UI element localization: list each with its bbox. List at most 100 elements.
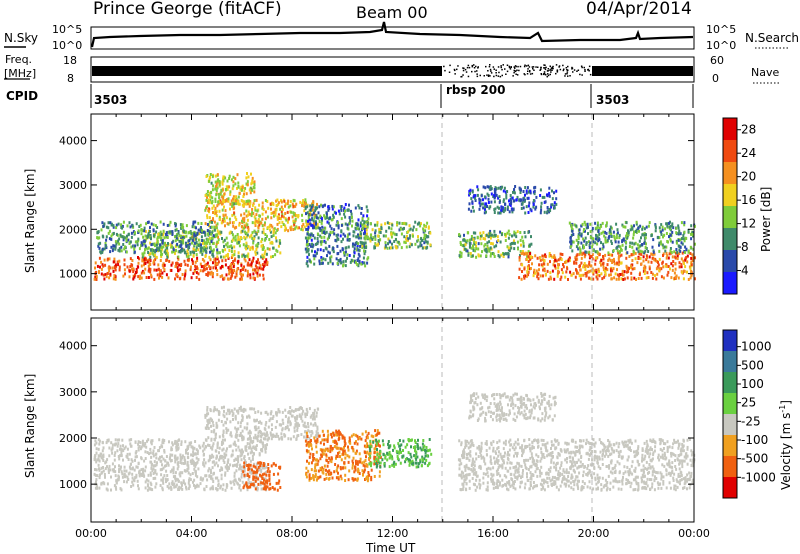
echo-cell xyxy=(245,199,248,203)
echo-cell xyxy=(225,427,228,431)
echo-cell xyxy=(302,423,305,427)
echo-cell xyxy=(498,200,501,204)
echo-cell xyxy=(222,483,225,487)
nave-point xyxy=(555,72,557,75)
echo-cell xyxy=(542,254,545,258)
echo-cell xyxy=(181,456,183,460)
echo-cell xyxy=(237,427,240,431)
echo-cell xyxy=(541,254,544,258)
echo-cell xyxy=(211,175,214,179)
echo-cell xyxy=(634,230,637,233)
echo-cell xyxy=(637,227,640,230)
echo-cell xyxy=(182,238,185,242)
echo-cell xyxy=(301,419,304,423)
echo-cell xyxy=(613,276,616,280)
echo-cell xyxy=(114,268,117,272)
echo-cell xyxy=(355,248,358,252)
echo-cell xyxy=(222,413,225,417)
colorbar-tick-label: 16 xyxy=(741,193,756,207)
echo-cell xyxy=(651,272,654,276)
echo-cell xyxy=(689,252,692,255)
echo-cell xyxy=(125,454,128,458)
echo-cell xyxy=(608,234,611,238)
echo-cell xyxy=(259,214,261,218)
echo-cell xyxy=(311,224,314,228)
echo-cell xyxy=(598,238,601,242)
echo-cell xyxy=(137,237,140,241)
echo-cell xyxy=(233,482,236,486)
echo-cell xyxy=(301,224,304,228)
echo-cell xyxy=(225,254,228,258)
echo-cell xyxy=(140,244,143,248)
nave-point xyxy=(547,73,549,75)
echo-cell xyxy=(189,473,192,477)
echo-cell xyxy=(218,412,221,416)
echo-cell xyxy=(212,442,215,446)
echo-cell xyxy=(112,260,115,264)
echo-cell xyxy=(243,235,246,239)
echo-cell xyxy=(237,409,240,413)
echo-cell xyxy=(250,261,253,265)
echo-cell xyxy=(266,443,268,447)
echo-cell xyxy=(548,191,551,195)
echo-cell xyxy=(578,231,581,235)
echo-cell xyxy=(484,248,487,252)
echo-cell xyxy=(516,240,519,244)
echo-cell xyxy=(329,216,332,220)
echo-cell xyxy=(488,249,491,253)
echo-cell xyxy=(183,277,186,281)
echo-cell xyxy=(605,224,607,228)
echo-cell xyxy=(559,277,562,281)
echo-cell xyxy=(215,461,218,465)
echo-cell xyxy=(248,263,251,267)
echo-cell xyxy=(204,194,207,197)
echo-cell xyxy=(204,208,207,212)
echo-cell xyxy=(683,230,686,234)
echo-cell xyxy=(122,230,125,234)
echo-cell xyxy=(216,251,219,255)
echo-cell xyxy=(636,261,639,265)
echo-cell xyxy=(505,193,508,197)
echo-cell xyxy=(302,199,305,203)
echo-cell xyxy=(246,488,249,492)
echo-cell xyxy=(220,477,223,481)
echo-cell xyxy=(104,241,107,245)
echo-cell xyxy=(210,486,213,490)
noise-tick-top-right: 10^5 xyxy=(706,23,736,36)
echo-cell xyxy=(153,242,156,246)
echo-cell xyxy=(232,197,234,201)
echo-cell xyxy=(115,487,118,491)
echo-cell xyxy=(182,462,185,465)
echo-cell xyxy=(105,275,108,279)
nave-point xyxy=(528,66,531,68)
echo-cell xyxy=(302,222,305,226)
echo-cell xyxy=(278,217,281,220)
echo-cell xyxy=(214,209,217,213)
echo-cell xyxy=(610,277,613,281)
echo-cell xyxy=(467,253,470,257)
echo-cell xyxy=(215,183,218,187)
echo-cell xyxy=(329,259,332,263)
echo-cell xyxy=(672,260,675,263)
echo-cell xyxy=(196,475,199,479)
echo-cell xyxy=(235,270,238,274)
echo-cell xyxy=(690,256,693,260)
echo-cell xyxy=(166,246,169,250)
echo-cell xyxy=(490,200,493,204)
echo-cell xyxy=(256,274,259,278)
echo-cell xyxy=(224,263,227,267)
echo-cell xyxy=(262,277,265,281)
echo-cell xyxy=(390,235,393,239)
echo-cell xyxy=(675,239,678,243)
echo-cell xyxy=(333,228,336,232)
echo-cell xyxy=(232,175,235,179)
echo-cell xyxy=(284,414,287,418)
echo-cell xyxy=(193,225,196,229)
echo-cell xyxy=(251,231,254,235)
echo-cell xyxy=(628,266,630,270)
echo-cell xyxy=(470,255,473,258)
echo-cell xyxy=(609,225,612,229)
echo-cell xyxy=(583,239,586,243)
echo-cell xyxy=(231,269,233,273)
echo-cell xyxy=(241,217,244,221)
